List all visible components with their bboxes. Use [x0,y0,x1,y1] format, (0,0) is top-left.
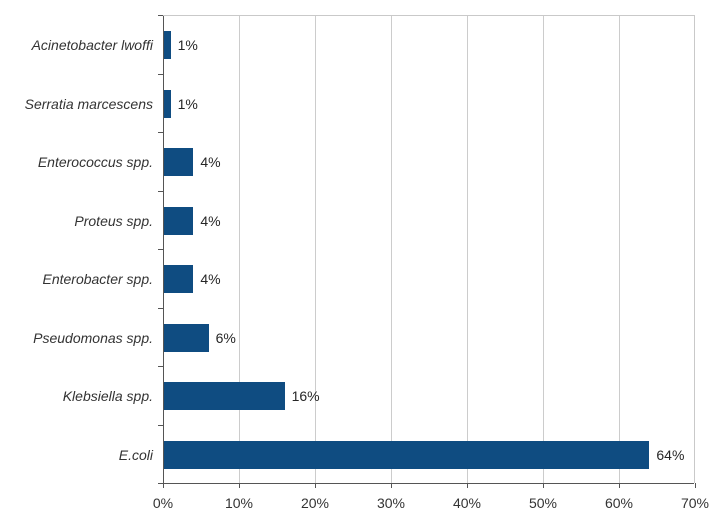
x-axis-tick [695,483,696,488]
y-axis-tick [158,483,163,484]
gridline [467,16,468,483]
x-axis-tick-label: 0% [152,495,174,511]
x-axis-tick [467,483,468,488]
bar [163,440,650,469]
value-label: 16% [291,388,320,405]
gridline [543,16,544,483]
value-label: 1% [177,95,198,112]
category-label: Enterococcus spp. [37,154,153,171]
chart-row: Enterobacter spp. 4% [42,250,694,309]
plot-area: Acinetobacter lwoffi 1% Serratia marcescen… [25,15,695,485]
x-axis-tick [619,483,620,488]
category-label: Klebsiella spp. [62,388,153,405]
chart-row: Klebsiella spp. 16% [63,367,694,426]
bar [163,382,285,411]
chart-row: Pseudomonas spp. 6% [33,309,694,368]
y-axis-line [163,16,164,483]
x-axis-tick-label: 50% [528,495,558,511]
bar [163,31,171,60]
gridline [239,16,240,483]
y-axis-tick [158,73,163,75]
gridline [619,16,620,483]
gridline [391,16,392,483]
value-label: 64% [656,446,685,463]
chart-row: E.coli 64% [119,426,694,485]
value-label: 4% [200,212,221,229]
bar [163,206,194,235]
y-axis-tick [158,424,163,426]
x-axis-tick-label: 10% [224,495,254,511]
category-label: Serratia marcescens [24,95,153,112]
x-axis-line [163,483,694,484]
chart-row: Serratia marcescens 1% [25,75,694,134]
x-axis-tick-label: 40% [452,495,482,511]
x-axis-tick [391,483,392,488]
bar [163,265,194,294]
category-label: E.coli [118,446,153,463]
x-axis-tick-label: 60% [604,495,634,511]
x-axis-tick-label: 20% [300,495,330,511]
chart-row: Enterococcus spp. 4% [38,133,694,192]
value-label: 1% [177,37,198,54]
category-label: Acinetobacter lwoffi [31,37,153,54]
category-label: Proteus spp. [74,212,153,229]
bar [163,323,209,352]
category-label: Pseudomonas spp. [33,329,153,346]
value-label: 6% [215,329,236,346]
x-axis-tick [543,483,544,488]
chart-row: Acinetobacter lwoffi 1% [32,16,694,75]
gridline [315,16,316,483]
x-axis-tick-label: 70% [680,495,710,511]
x-axis-tick [163,483,164,488]
x-axis-tick-label: 30% [376,495,406,511]
category-label: Enterobacter spp. [42,271,153,288]
x-axis-tick [239,483,240,488]
y-axis-tick [158,307,163,309]
y-axis-tick [158,132,163,133]
value-label: 4% [200,154,221,171]
chart-row: Proteus spp. 4% [74,192,694,251]
y-axis-tick [158,249,163,250]
value-label: 4% [200,271,221,288]
y-axis-tick [158,15,163,16]
bar [163,148,194,177]
bar [163,89,171,118]
x-axis-tick [315,483,316,488]
y-axis-tick [158,190,163,192]
y-axis-tick [158,366,163,367]
